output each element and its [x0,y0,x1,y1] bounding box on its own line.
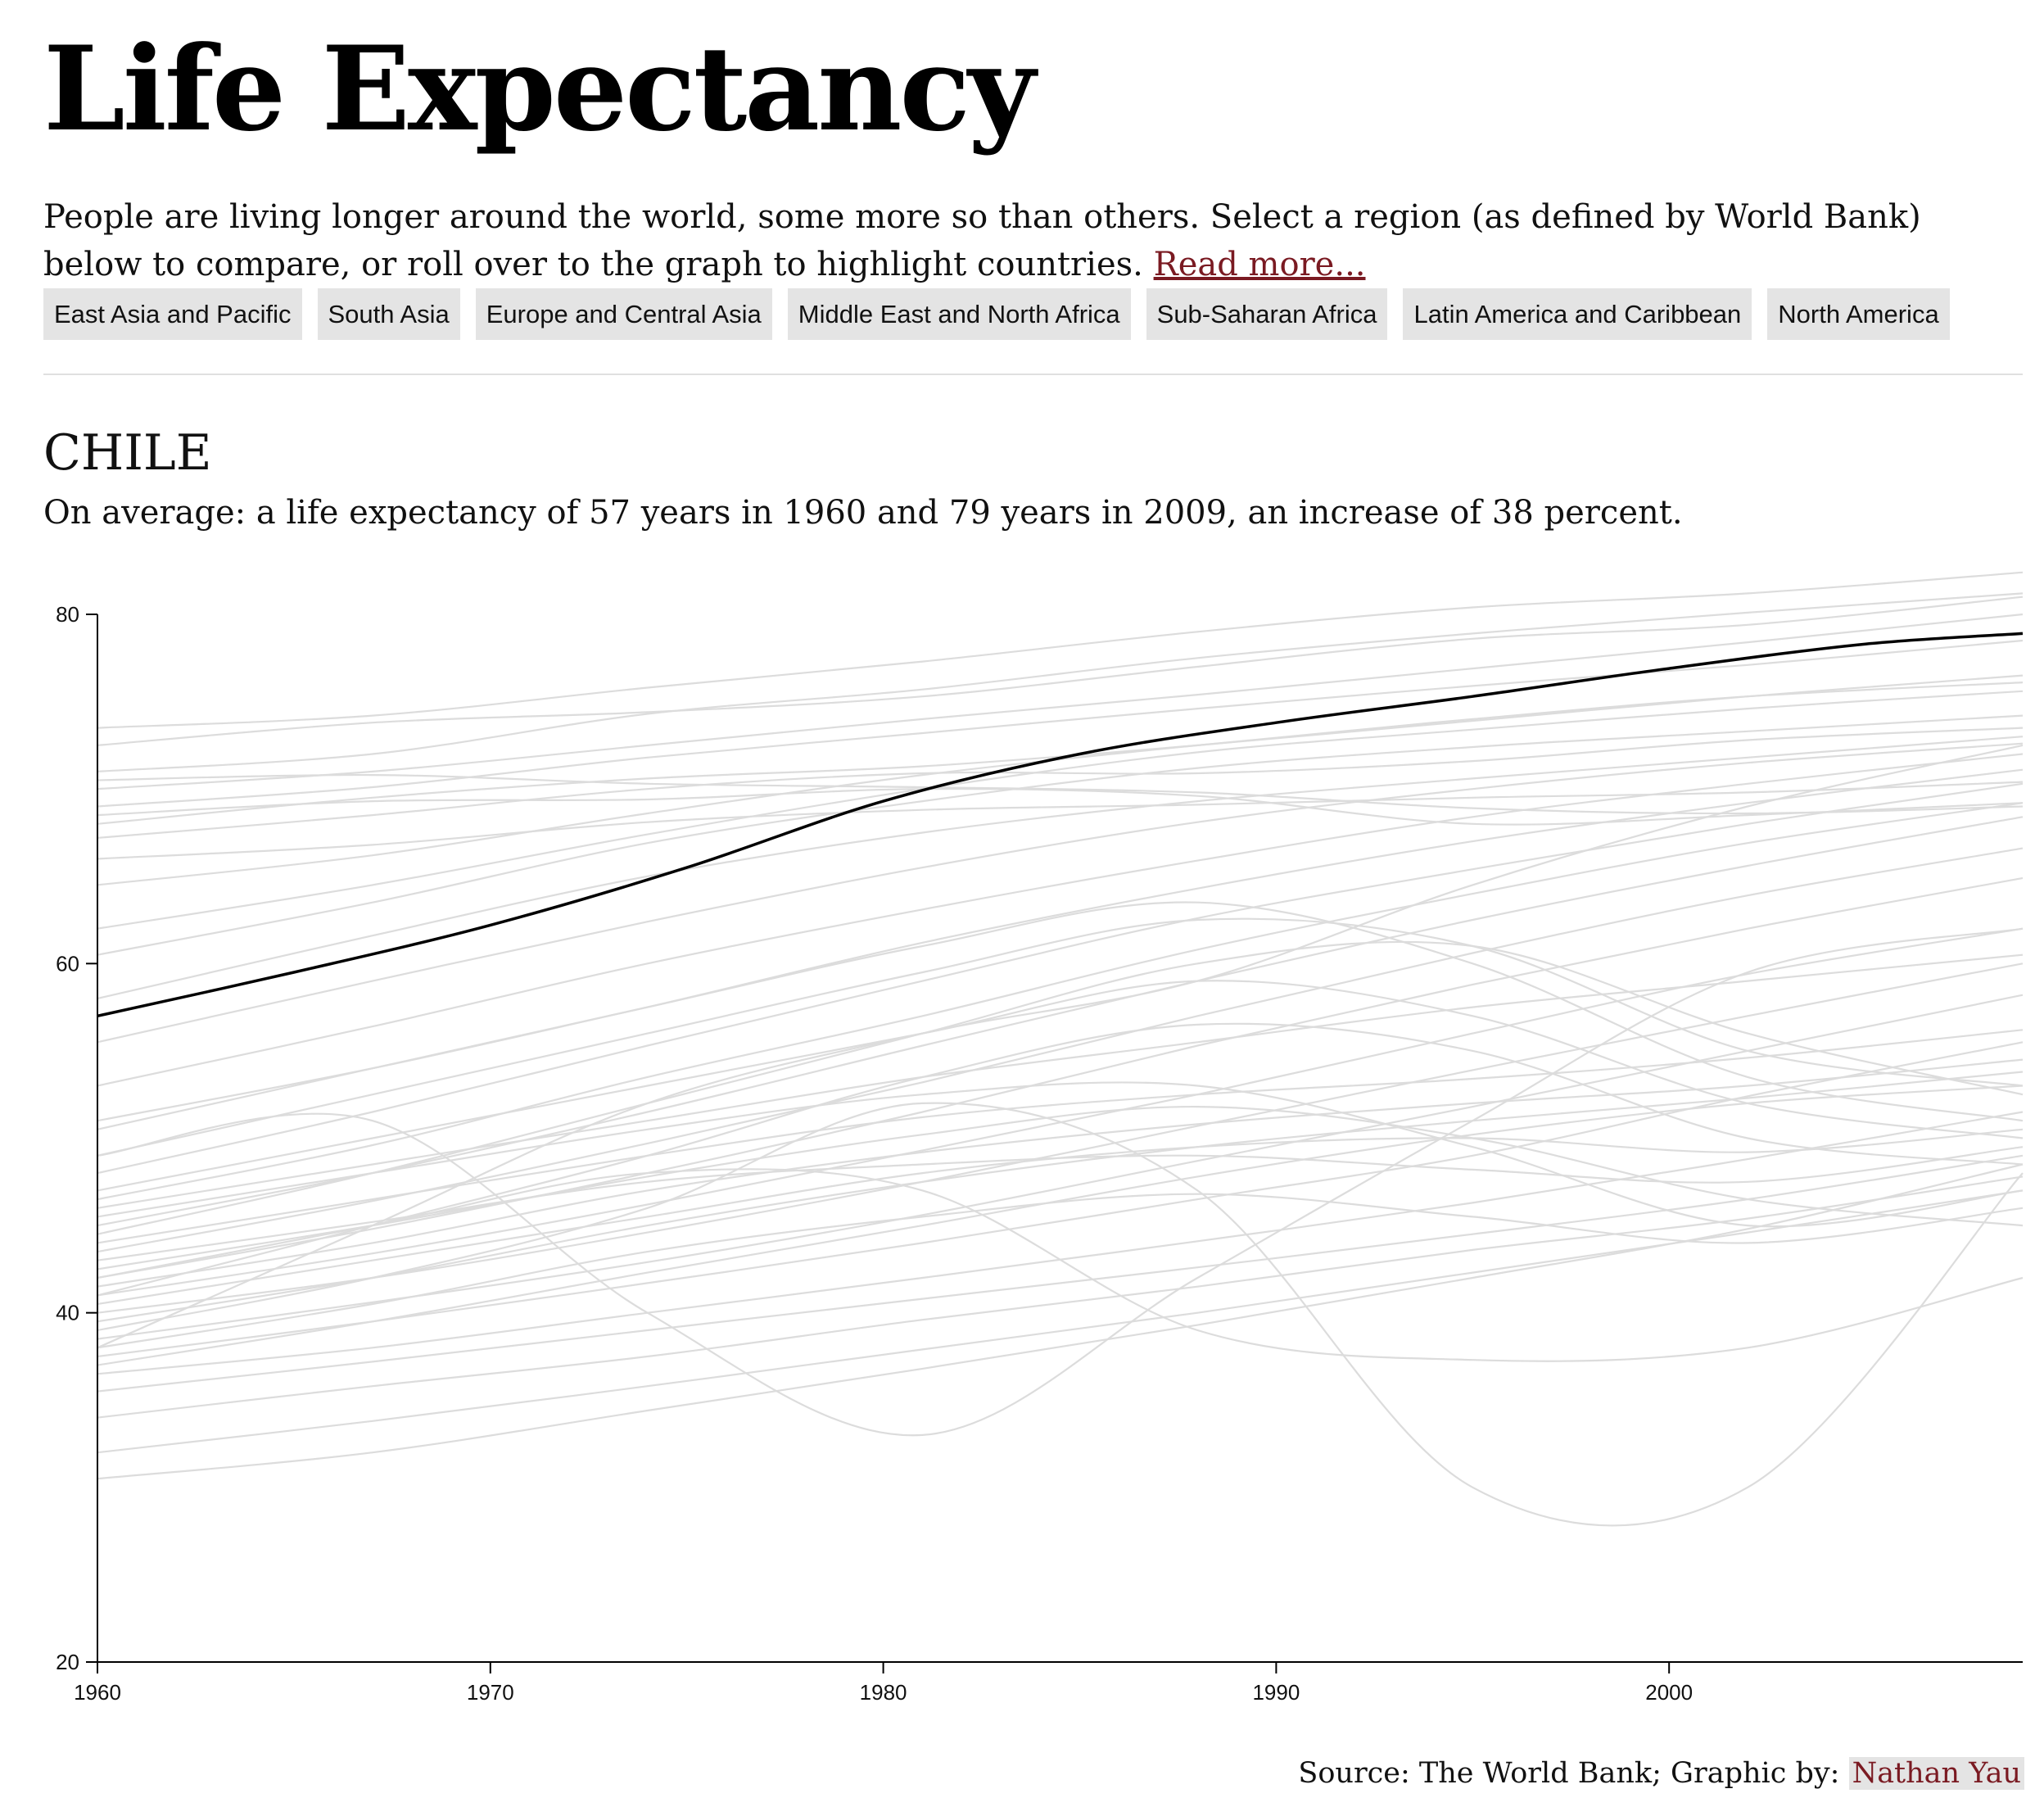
region-button-east-asia-pacific[interactable]: East Asia and Pacific [43,288,302,340]
country-line-13 [97,736,2024,1000]
y-tick-label-40: 40 [56,1301,79,1325]
country-description: On average: a life expectancy of 57 year… [43,494,1683,532]
country-line-33 [97,1029,2024,1244]
y-tick-label-60: 60 [56,951,79,976]
region-button-north-america[interactable]: North America [1767,288,1950,340]
read-more-link[interactable]: Read more... [1153,246,1366,283]
region-button-south-asia[interactable]: South Asia [317,288,460,340]
country-line-44 [97,917,2024,1157]
country-line-36 [97,1128,2024,1306]
country-line-22 [97,927,2024,1297]
country-line-25 [97,1041,2024,1358]
country-line-39 [97,1105,2024,1270]
intro-text: People are living longer around the worl… [43,193,2025,288]
country-line-18 [97,802,2024,1201]
country-line-9 [97,787,2024,826]
source-text: Source: The World Bank; Graphic by: [1298,1757,1840,1790]
x-tick-label-1980: 1980 [860,1680,907,1705]
country-line-28 [97,1175,2024,1419]
y-tick-label-20: 20 [56,1650,79,1674]
country-line-32 [97,1071,2024,1323]
region-button-sub-saharan-africa[interactable]: Sub-Saharan Africa [1146,288,1388,340]
country-line-45 [97,901,2024,1122]
country-line-15 [97,753,2024,1087]
country-line-19 [97,816,2024,1227]
x-tick-label-1970: 1970 [467,1680,514,1705]
country-line-29 [97,1189,2024,1454]
country-line-14 [97,742,2024,1044]
country-line-5 [97,596,2024,746]
country-line-35 [97,953,2024,1209]
life-expectancy-chart[interactable]: 20 40 60 80 1960 1970 1980 1990 2000 [43,549,2025,1712]
x-tick-label-2000: 2000 [1645,1680,1693,1705]
country-name: CHILE [43,424,212,482]
country-line-0 [97,571,2024,729]
y-tick-label-80: 80 [56,602,79,627]
x-tick-label-1960: 1960 [74,1680,121,1705]
region-selector: East Asia and Pacific South Asia Europe … [43,288,1950,340]
country-line-30 [97,1163,2024,1480]
country-line-17 [97,782,2024,1175]
country-line-38 [97,1193,2024,1349]
country-line-48 [97,1168,2024,1362]
country-line-1 [97,592,2024,772]
page-title: Life Expectancy [43,21,1035,157]
country-line-20 [97,847,2024,1253]
country-line-12 [97,714,2024,956]
region-button-europe-central-asia[interactable]: Europe and Central Asia [475,288,772,340]
country-line-46 [97,744,2024,1349]
country-line-11 [97,690,2024,930]
source-credit: Source: The World Bank; Graphic by: Nath… [1298,1753,2024,1794]
country-line-41 [97,1022,2024,1297]
author-link[interactable]: Nathan Yau [1848,1757,2024,1790]
country-line-47 [97,927,2024,1437]
x-tick-label-1990: 1990 [1252,1680,1300,1705]
country-line-21 [97,876,2024,1279]
country-line-43 [97,940,2024,1235]
country-line-42 [97,980,2024,1192]
region-button-middle-east-north-africa[interactable]: Middle East and North Africa [787,288,1131,340]
country-line-8 [97,773,2024,815]
country-line-31 [97,1058,2024,1288]
country-line-6 [97,727,2024,839]
country-line-49 [97,1102,2024,1527]
country-line-40 [97,1081,2024,1228]
country-line-7 [97,781,2024,860]
intro-body: People are living longer around the worl… [43,198,1921,283]
highlight-line-chile [97,632,2024,1018]
country-line-3 [97,639,2024,808]
region-button-latin-america-caribbean[interactable]: Latin America and Caribbean [1403,288,1752,340]
section-divider [43,374,2023,375]
country-line-2 [97,613,2024,790]
country-line-27 [97,1154,2024,1393]
country-line-34 [97,1085,2024,1366]
